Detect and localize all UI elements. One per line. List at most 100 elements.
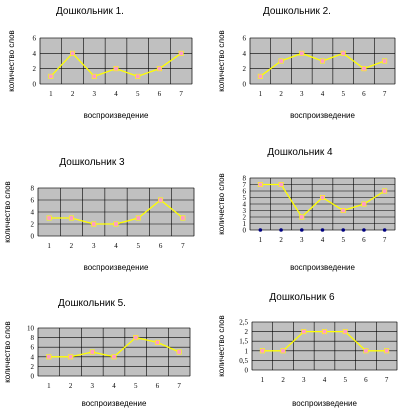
chart-preschooler-6: Дошкольник 6 0 0,5 1 1,5 2 2,5 1 2 3 4 5 6 7 воспроизв… xyxy=(202,290,402,415)
data-point xyxy=(91,73,97,79)
y-tick-label: 6 xyxy=(243,188,247,196)
x-axis-label: воспроизведение xyxy=(290,263,355,272)
y-tick-label: 6 xyxy=(33,35,37,43)
y-tick-label: 4 xyxy=(243,50,247,58)
data-point xyxy=(280,348,286,354)
y-tick-label: 1,5 xyxy=(239,338,248,346)
baseline-point xyxy=(341,228,346,232)
x-tick-label: 4 xyxy=(321,236,325,244)
y-axis-label: количество слов xyxy=(3,321,12,383)
y-tick-label: 8 xyxy=(243,175,247,183)
y-tick-label: 0,5 xyxy=(239,357,248,365)
data-point xyxy=(111,354,117,360)
data-point xyxy=(89,349,95,355)
y-tick-label: 0 xyxy=(31,373,35,381)
x-tick-label: 2 xyxy=(281,376,285,384)
x-tick-label: 6 xyxy=(362,90,366,98)
y-tick-label: 0 xyxy=(245,367,249,375)
x-tick-label: 1 xyxy=(259,236,263,244)
data-point xyxy=(382,58,388,64)
y-tick-label: 8 xyxy=(31,185,35,193)
baseline-point xyxy=(362,228,366,232)
y-tick-label: 2 xyxy=(31,363,35,371)
y-axis-label: количество слов xyxy=(3,181,12,243)
y-tick-label: 1 xyxy=(245,347,249,355)
x-tick-label: 2 xyxy=(279,236,283,244)
chart-preschooler-5: Дошкольник 5. 0 2 4 6 8 10 1 2 3 4 5 6 7 воспроизведен… xyxy=(0,290,200,415)
x-tick-label: 3 xyxy=(91,382,95,390)
chart-preschooler-2: Дошкольник 2. 0 2 4 6 1 2 3 4 5 6 7 воспроизведение к… xyxy=(202,0,402,130)
data-point xyxy=(180,215,186,221)
data-point xyxy=(320,58,326,64)
x-tick-label: 5 xyxy=(134,382,138,390)
y-tick-label: 5 xyxy=(243,194,247,202)
y-tick-label: 4 xyxy=(243,201,247,209)
data-point xyxy=(322,329,328,335)
x-axis-label: воспроизведение xyxy=(290,111,355,120)
x-tick-label: 4 xyxy=(321,90,325,98)
x-tick-label: 6 xyxy=(362,236,366,244)
chart-preschooler-3: Дошкольник 3 0 2 4 6 8 1 2 3 4 5 6 7 воспроизведение к… xyxy=(0,140,200,285)
data-point xyxy=(340,50,346,56)
x-tick-label: 1 xyxy=(47,242,51,250)
chart-title: Дошкольник 3 xyxy=(59,157,125,168)
data-point xyxy=(320,194,326,200)
data-point xyxy=(46,354,52,360)
y-tick-label: 10 xyxy=(27,325,35,333)
data-point xyxy=(113,221,119,227)
baseline-point xyxy=(382,228,387,232)
data-point xyxy=(154,339,160,345)
y-tick-label: 4 xyxy=(31,353,35,361)
x-tick-label: 2 xyxy=(71,90,75,98)
x-tick-label: 4 xyxy=(114,90,118,98)
y-axis-label: количество слов xyxy=(7,30,16,92)
baseline-point xyxy=(320,228,325,232)
y-axis-label: количество слов xyxy=(217,30,226,92)
data-point xyxy=(68,354,74,360)
y-tick-label: 2 xyxy=(31,221,35,229)
data-point xyxy=(70,50,76,56)
chart-svg: Дошкольник 2. 0 2 4 6 1 2 3 4 5 6 7 воспроизведение к… xyxy=(217,6,396,120)
x-tick-label: 7 xyxy=(385,376,389,384)
y-tick-label: 0 xyxy=(243,81,247,89)
x-tick-label: 5 xyxy=(136,90,140,98)
chart-title: Дошкольник 2. xyxy=(263,6,331,17)
x-tick-label: 1 xyxy=(259,90,263,98)
x-tick-label: 4 xyxy=(114,242,118,250)
x-tick-label: 1 xyxy=(47,382,51,390)
x-axis-label: воспроизведение xyxy=(84,263,149,272)
x-tick-label: 3 xyxy=(300,90,304,98)
data-point xyxy=(113,66,119,72)
y-tick-label: 6 xyxy=(31,197,35,205)
x-tick-label: 7 xyxy=(177,382,181,390)
x-tick-label: 7 xyxy=(181,242,185,250)
data-point xyxy=(259,348,265,354)
data-point xyxy=(301,329,307,335)
data-point xyxy=(340,208,346,214)
data-point xyxy=(361,66,367,72)
data-point xyxy=(382,188,388,194)
x-tick-label: 3 xyxy=(302,376,306,384)
data-point xyxy=(135,73,141,79)
data-point xyxy=(257,73,263,79)
x-tick-label: 7 xyxy=(383,90,387,98)
data-point xyxy=(278,58,284,64)
chart-title: Дошкольник 4 xyxy=(267,147,333,158)
data-point xyxy=(48,73,54,79)
chart-title: Дошкольник 1. xyxy=(56,6,124,17)
y-tick-label: 8 xyxy=(31,334,35,342)
data-point xyxy=(91,221,97,227)
x-tick-label: 1 xyxy=(261,376,265,384)
x-tick-label: 6 xyxy=(156,382,160,390)
x-tick-label: 5 xyxy=(343,376,347,384)
y-tick-label: 6 xyxy=(243,35,247,43)
data-point xyxy=(156,66,162,72)
y-tick-label: 0 xyxy=(243,227,247,235)
chart-title: Дошкольник 6 xyxy=(269,292,335,303)
y-tick-label: 4 xyxy=(33,50,37,58)
x-tick-label: 3 xyxy=(93,90,97,98)
data-point xyxy=(135,215,141,221)
x-tick-label: 7 xyxy=(179,90,183,98)
